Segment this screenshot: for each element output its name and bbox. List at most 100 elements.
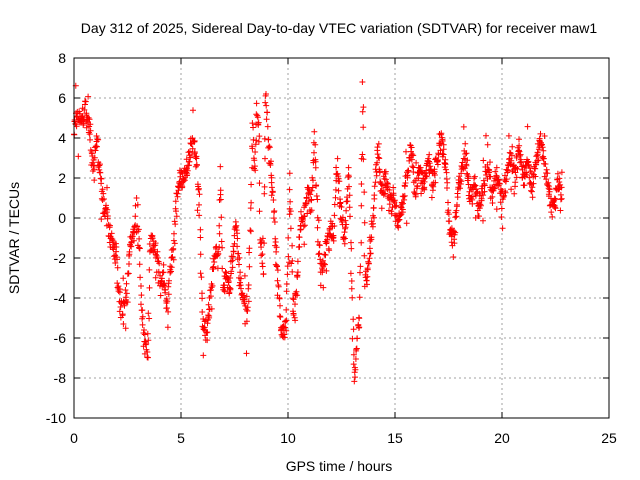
data-point — [323, 267, 330, 274]
data-point — [139, 307, 146, 314]
data-point — [245, 298, 252, 305]
data-point — [283, 317, 290, 324]
data-point — [365, 260, 372, 267]
data-point — [350, 351, 357, 358]
data-point — [259, 263, 266, 270]
data-point — [361, 219, 368, 226]
data-point — [263, 116, 270, 123]
data-point — [354, 335, 361, 342]
data-point — [206, 313, 213, 319]
data-point — [402, 180, 409, 186]
data-point — [540, 155, 547, 162]
data-point — [294, 269, 301, 276]
data-point — [129, 233, 136, 240]
data-point — [539, 144, 546, 151]
data-point — [319, 266, 326, 273]
y-tick-label: -2 — [54, 250, 67, 266]
data-point — [205, 301, 212, 308]
data-point — [104, 184, 110, 191]
data-point — [127, 242, 134, 249]
data-point — [344, 198, 351, 205]
data-point — [119, 311, 126, 318]
data-point — [454, 201, 460, 208]
data-point — [217, 187, 224, 194]
data-point — [374, 159, 381, 166]
data-point — [199, 290, 205, 297]
data-point — [309, 184, 316, 191]
data-point — [303, 200, 310, 207]
data-point — [437, 147, 444, 154]
data-point — [312, 158, 319, 165]
data-point — [73, 123, 80, 130]
data-point — [532, 173, 539, 180]
data-point — [190, 107, 196, 114]
data-point — [352, 366, 359, 373]
data-point — [343, 221, 350, 228]
data-point — [403, 220, 410, 227]
data-point — [390, 192, 397, 199]
data-point — [193, 153, 200, 160]
data-point — [315, 217, 322, 224]
data-point — [382, 176, 389, 183]
data-point — [171, 230, 177, 237]
data-point — [184, 167, 191, 174]
data-point — [498, 205, 505, 212]
data-point — [83, 110, 90, 117]
data-point — [429, 187, 436, 194]
data-point — [388, 208, 395, 215]
data-point — [472, 182, 479, 189]
data-point — [409, 151, 416, 158]
data-point — [316, 250, 323, 257]
data-point — [271, 219, 278, 225]
data-point — [336, 178, 343, 185]
data-point — [460, 155, 467, 162]
data-point — [166, 277, 172, 284]
data-point — [517, 159, 524, 166]
data-point — [130, 237, 137, 244]
data-point — [511, 190, 518, 197]
y-tick-label: 0 — [58, 210, 66, 226]
data-point — [496, 180, 503, 187]
data-point — [168, 268, 174, 275]
data-point — [120, 321, 127, 327]
data-point — [168, 264, 175, 271]
data-point — [371, 183, 378, 190]
data-point — [208, 305, 215, 312]
data-point — [345, 173, 352, 180]
data-point — [235, 250, 242, 257]
data-point — [391, 197, 398, 204]
data-point — [91, 177, 98, 184]
data-point — [460, 123, 467, 130]
data-point — [356, 294, 363, 301]
data-point — [226, 290, 233, 297]
data-point — [300, 223, 307, 230]
data-point — [274, 263, 280, 270]
data-point — [442, 166, 449, 173]
data-point — [516, 152, 523, 159]
data-point — [509, 143, 516, 150]
data-point — [275, 283, 282, 290]
data-point — [173, 213, 180, 220]
data-point — [332, 194, 339, 201]
data-point — [535, 157, 542, 164]
data-point — [353, 345, 360, 352]
data-point — [116, 289, 123, 296]
data-point — [444, 185, 450, 191]
data-point — [401, 183, 408, 190]
data-point — [110, 253, 117, 260]
data-point — [350, 316, 357, 323]
data-point — [93, 143, 100, 150]
data-point — [262, 99, 269, 106]
data-point — [139, 321, 146, 328]
data-point — [399, 206, 406, 213]
data-point — [440, 146, 447, 153]
data-point — [502, 189, 509, 196]
data-point — [267, 162, 274, 168]
data-point — [107, 222, 113, 229]
data-point — [292, 301, 298, 308]
data-point — [346, 192, 353, 199]
data-points — [71, 79, 565, 385]
data-point — [418, 190, 425, 197]
data-point — [375, 154, 382, 161]
data-point — [431, 172, 438, 178]
